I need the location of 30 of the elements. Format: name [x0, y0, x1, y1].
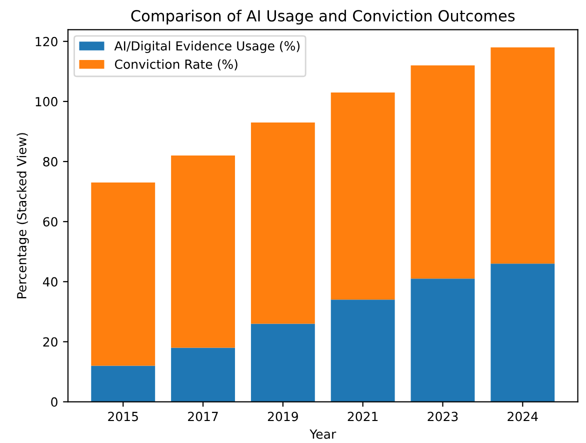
x-axis-title: Year	[310, 430, 336, 439]
legend-label: Conviction Rate (%)	[114, 59, 238, 70]
x-tick-label: 2021	[348, 412, 378, 422]
bar	[250, 324, 315, 402]
bar	[171, 156, 235, 348]
bar	[410, 278, 475, 402]
x-tick-label: 2019	[268, 412, 298, 422]
y-tick-label: 0	[51, 397, 58, 407]
y-tick-label: 60	[43, 217, 58, 227]
x-tick-label: 2024	[508, 412, 538, 422]
y-tick-label: 100	[36, 96, 58, 106]
legend-label: AI/Digital Evidence Usage (%)	[114, 40, 300, 54]
bar	[410, 65, 475, 279]
x-tick-label: 2023	[428, 412, 458, 422]
y-axis-title: Percentage (Stacked View)	[16, 133, 29, 298]
x-tick-label: 2017	[188, 412, 218, 422]
y-tick-label: 120	[36, 36, 58, 46]
y-tick-label: 80	[43, 157, 58, 166]
bar	[330, 92, 395, 300]
y-tick-label: 40	[42, 277, 58, 287]
bar	[91, 366, 156, 402]
bar	[91, 182, 156, 366]
x-tick-label: 2015	[108, 412, 138, 422]
bar	[250, 122, 315, 324]
y-tick-label: 20	[43, 337, 58, 347]
chart-title: Comparison of AI Usage and Conviction Outcomes	[131, 10, 515, 25]
bar	[171, 348, 235, 402]
bar	[490, 264, 555, 402]
bar	[490, 47, 555, 264]
bar	[330, 300, 395, 402]
